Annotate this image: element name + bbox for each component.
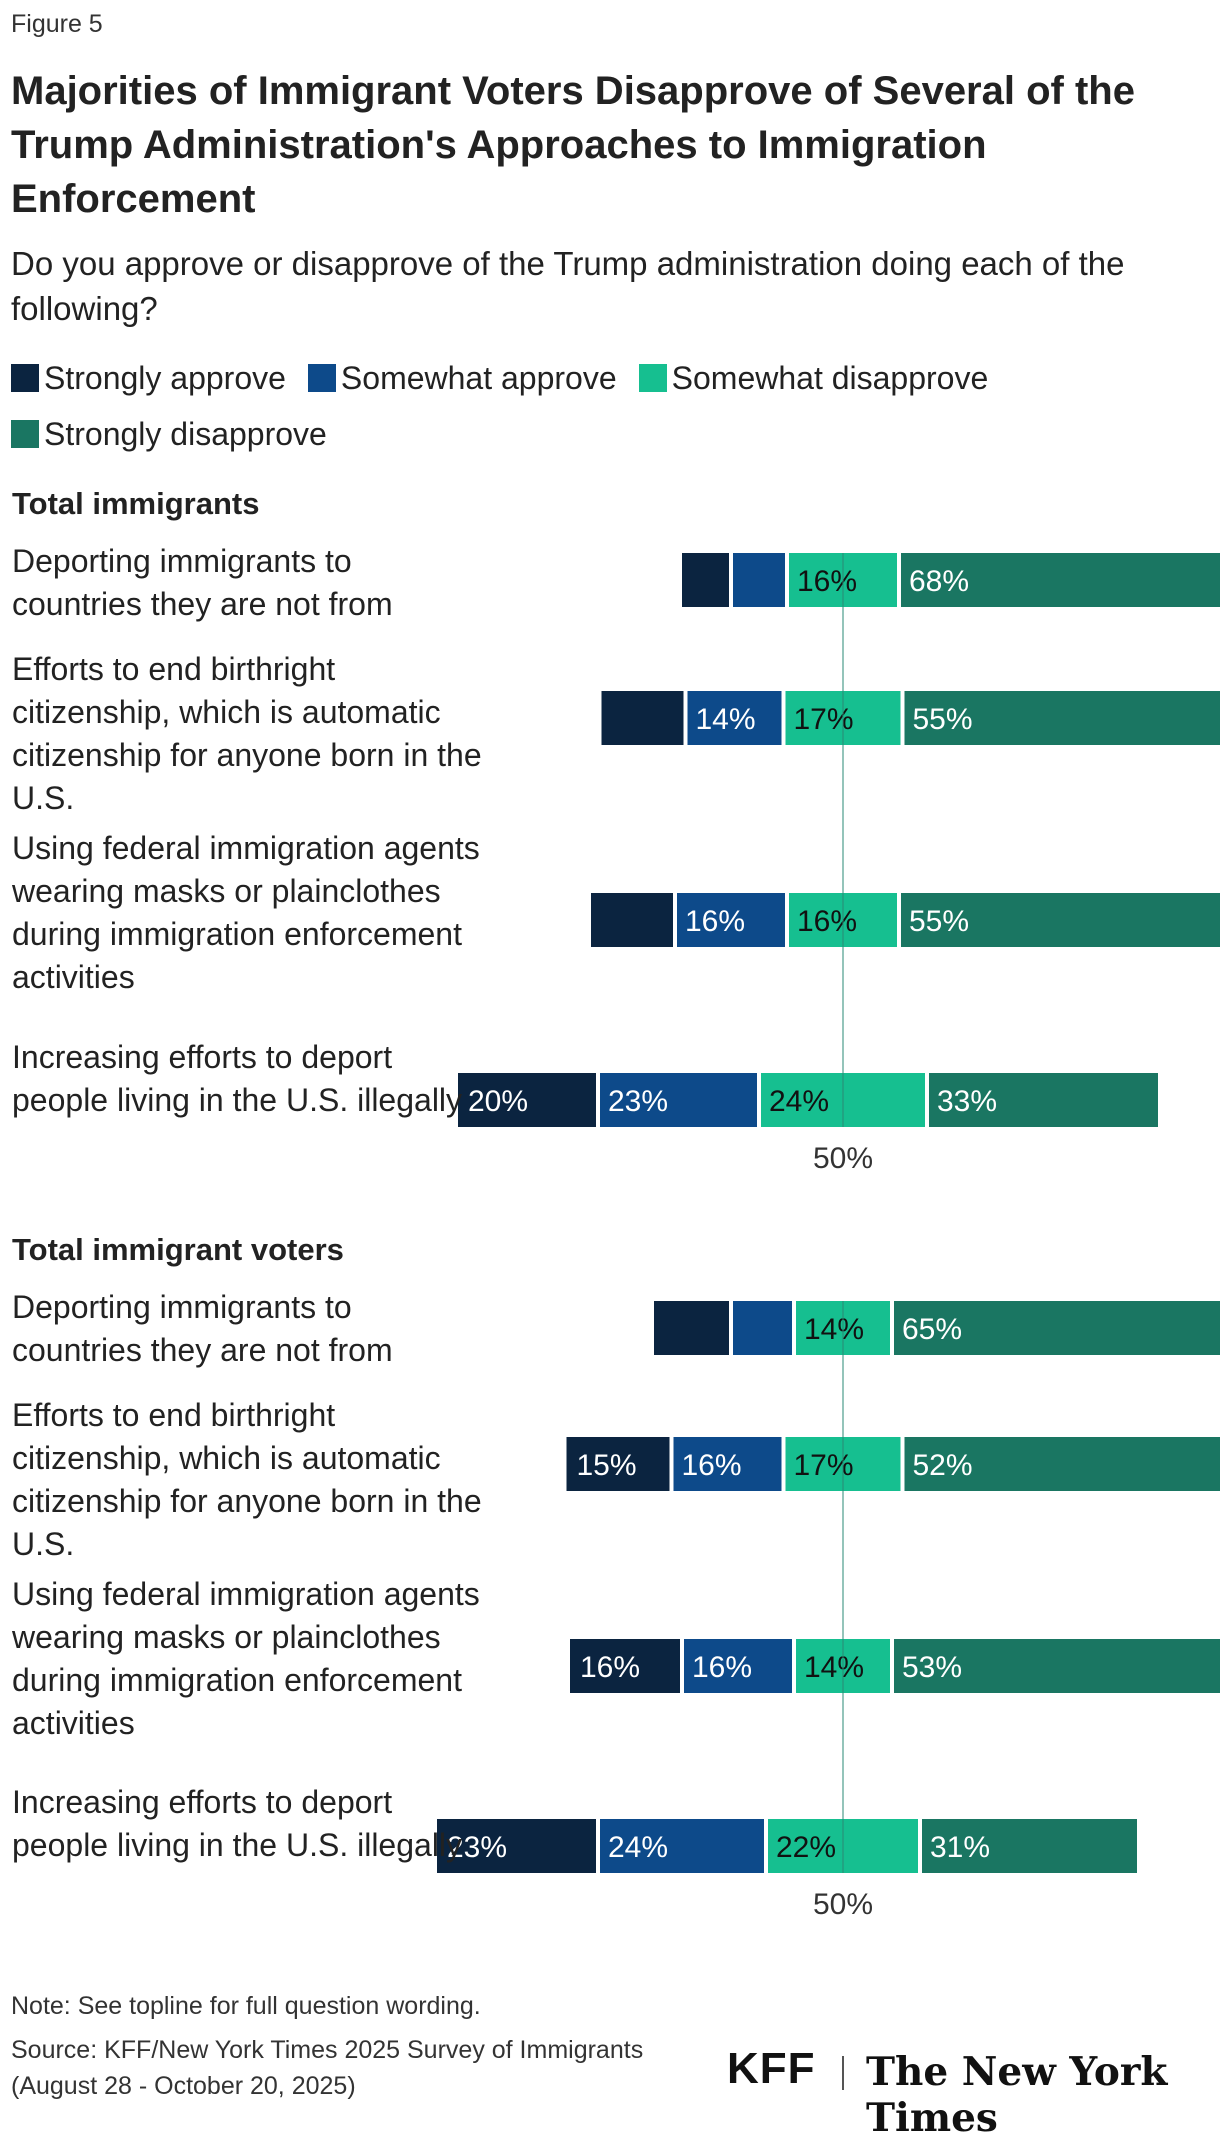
data-label-strongly-disapprove: 52% [913,1449,973,1482]
data-label-somewhat-disapprove: 17% [794,703,854,736]
panel-title: Total immigrant voters [12,1232,344,1268]
nyt-logo: The New York Times [866,2049,1220,2141]
data-label-somewhat-approve: 23% [608,1085,668,1118]
data-label-somewhat-approve: 14% [696,703,756,736]
data-label-strongly-disapprove: 65% [902,1313,962,1346]
data-label-somewhat-disapprove: 24% [769,1085,829,1118]
bar-segment-strongly-approve [654,1301,729,1355]
row-label: Efforts to end birthright citizenship, w… [12,648,482,820]
data-label-strongly-disapprove: 68% [909,565,969,598]
bar-segment-strongly-approve [591,893,673,947]
axis-tick-50: 50% [813,1888,873,1922]
bar-segment-strongly-approve [682,553,729,607]
data-label-strongly-disapprove: 33% [937,1085,997,1118]
data-label-strongly-disapprove: 55% [909,905,969,938]
data-label-somewhat-approve: 24% [608,1831,668,1864]
bar-segment-strongly-approve [602,691,684,745]
bar-segment-somewhat-approve [733,553,785,607]
data-label-strongly-disapprove: 31% [930,1831,990,1864]
data-label-somewhat-disapprove: 22% [776,1831,836,1864]
logo-divider [842,2056,844,2090]
row-label: Using federal immigration agents wearing… [12,827,482,999]
data-label-somewhat-approve: 16% [685,905,745,938]
data-label-strongly-approve: 15% [577,1449,637,1482]
row-label: Deporting immigrants to countries they a… [12,1286,482,1372]
panel-title: Total immigrants [12,486,259,522]
data-label-strongly-disapprove: 55% [913,703,973,736]
data-label-somewhat-disapprove: 16% [797,905,857,938]
data-label-somewhat-disapprove: 17% [794,1449,854,1482]
row-label: Using federal immigration agents wearing… [12,1573,482,1745]
row-label: Increasing efforts to deport people livi… [12,1781,482,1867]
axis-tick-50: 50% [813,1142,873,1176]
row-label: Increasing efforts to deport people livi… [12,1036,482,1122]
data-label-somewhat-approve: 16% [692,1651,752,1684]
kff-logo: KFF [727,2044,816,2094]
bar-segment-somewhat-approve [733,1301,792,1355]
row-label: Deporting immigrants to countries they a… [12,540,482,626]
row-label: Efforts to end birthright citizenship, w… [12,1394,482,1566]
data-label-strongly-approve: 16% [580,1651,640,1684]
data-label-strongly-disapprove: 53% [902,1651,962,1684]
source-line-1: Source: KFF/New York Times 2025 Survey o… [11,2036,643,2065]
data-label-somewhat-disapprove: 14% [804,1313,864,1346]
source-line-2: (August 28 - October 20, 2025) [11,2072,356,2101]
note: Note: See topline for full question word… [11,1992,481,2021]
data-label-somewhat-disapprove: 16% [797,565,857,598]
data-label-somewhat-approve: 16% [682,1449,742,1482]
data-label-somewhat-disapprove: 14% [804,1651,864,1684]
